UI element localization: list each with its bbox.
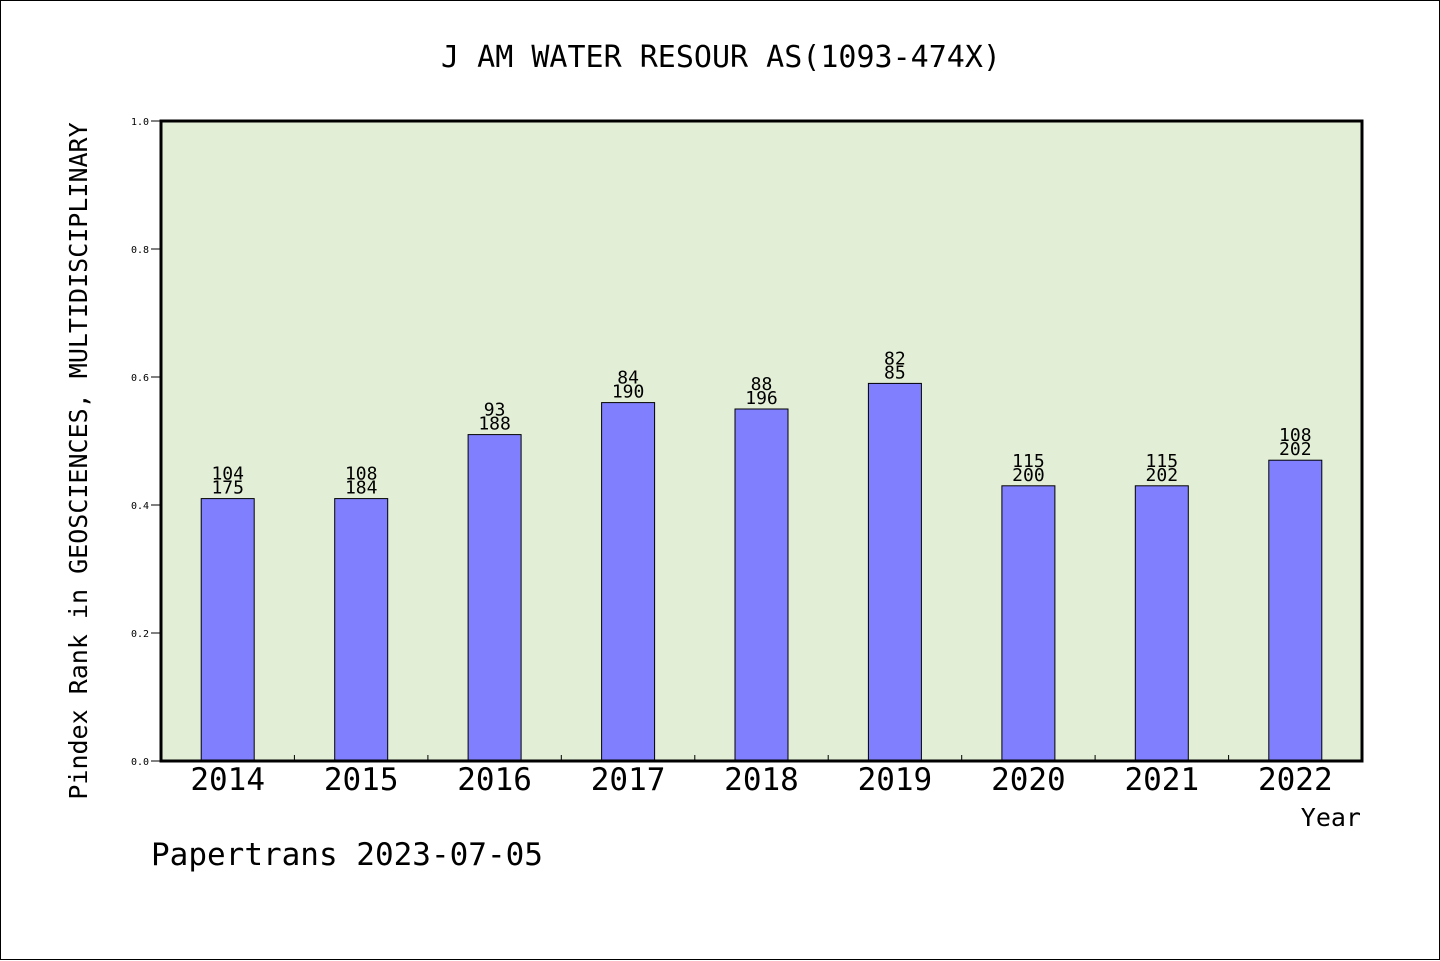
bar-2016 xyxy=(467,434,522,762)
x-tick-label: 2021 xyxy=(1124,762,1199,798)
chart-title: J AM WATER RESOUR AS(1093-474X) xyxy=(441,40,1001,75)
data-label-top: 108 xyxy=(345,464,378,485)
data-label-bottom: 188 xyxy=(478,414,511,435)
data-label-top: 115 xyxy=(1012,451,1045,472)
bar-2021 xyxy=(1134,485,1189,762)
bar-2014 xyxy=(200,498,255,762)
data-label-top: 115 xyxy=(1146,451,1179,472)
data-label-bottom: 190 xyxy=(612,382,645,403)
data-label-bottom: 202 xyxy=(1146,465,1179,486)
x-tick-label: 2018 xyxy=(724,762,799,798)
y-tick-label: 0.2 xyxy=(131,629,149,640)
plot-frame xyxy=(159,119,1364,763)
bar-2019 xyxy=(867,382,922,762)
y-tick-label: 1.0 xyxy=(131,117,149,128)
data-label-top: 93 xyxy=(484,400,506,421)
data-label-top: 82 xyxy=(884,348,906,369)
x-tick-label: 2015 xyxy=(324,762,399,798)
y-tick-label: 0.6 xyxy=(131,373,149,384)
y-tick-label: 0.8 xyxy=(131,245,149,256)
data-label-top: 84 xyxy=(617,368,639,389)
y-tick-label: 0.0 xyxy=(131,757,149,768)
data-label-bottom: 200 xyxy=(1012,465,1045,486)
bar-2022 xyxy=(1268,459,1323,762)
data-label-bottom: 85 xyxy=(884,362,906,383)
data-label-bottom: 196 xyxy=(745,388,778,409)
x-tick-label: 2020 xyxy=(991,762,1066,798)
y-tick-label: 0.4 xyxy=(131,501,149,512)
x-tick-label: 2022 xyxy=(1258,762,1333,798)
y-axis-label: Pindex Rank in GEOSCIENCES, MULTIDISCIPL… xyxy=(64,122,93,799)
bar-2018 xyxy=(734,408,789,762)
data-label-top: 104 xyxy=(211,464,244,485)
x-tick-label: 2019 xyxy=(858,762,933,798)
x-tick-label: 2016 xyxy=(457,762,532,798)
bar-2020 xyxy=(1001,485,1056,762)
data-label-top: 108 xyxy=(1279,425,1312,446)
x-tick-label: 2017 xyxy=(591,762,666,798)
x-axis-label: Year xyxy=(1301,803,1361,832)
y-axis-ticks: 0.0 0.2 0.4 0.6 0.8 1.0 xyxy=(131,117,161,768)
bars-layer xyxy=(200,382,1323,762)
footer-credit: Papertrans 2023-07-05 xyxy=(151,837,543,873)
x-axis-ticks: 2014 2015 2016 2017 2018 2019 2020 2021 2022 xyxy=(190,755,1333,798)
bar-2017 xyxy=(601,402,656,762)
data-label-bottom: 184 xyxy=(345,478,378,499)
bar-2015 xyxy=(334,498,389,762)
x-tick-label: 2014 xyxy=(190,762,265,798)
data-label-top: 88 xyxy=(751,374,773,395)
data-label-bottom: 202 xyxy=(1279,439,1312,460)
data-label-bottom: 175 xyxy=(211,478,244,499)
